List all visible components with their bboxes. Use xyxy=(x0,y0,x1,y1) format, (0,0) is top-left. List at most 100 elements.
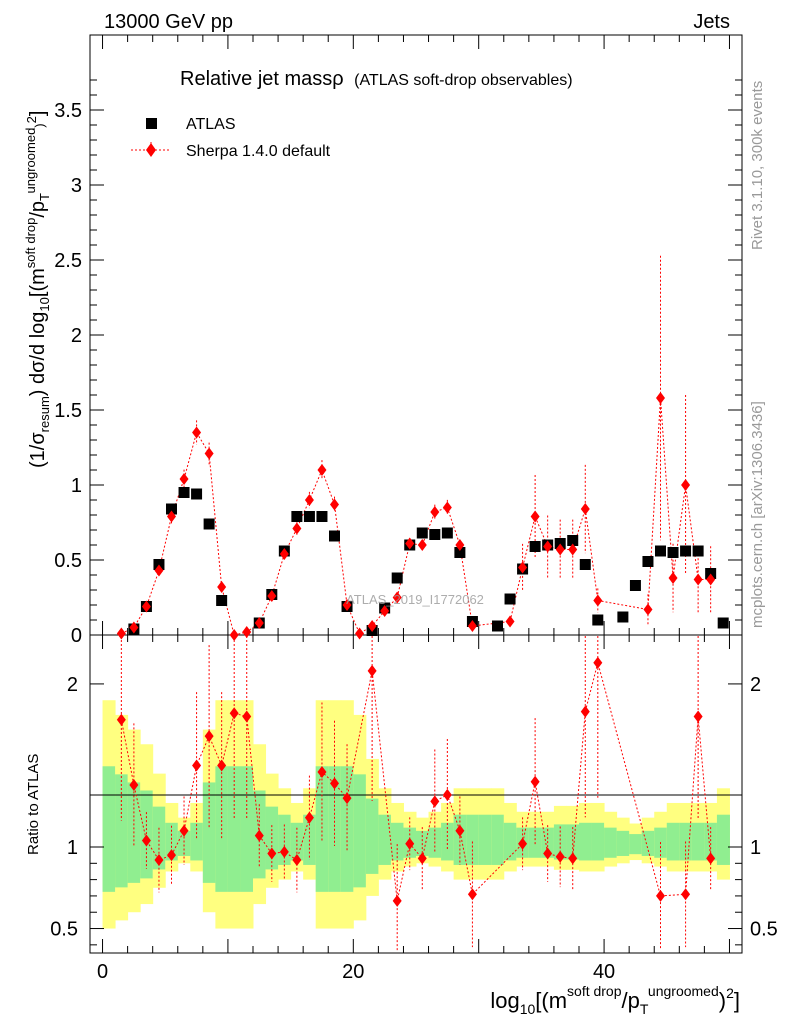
ratio-point xyxy=(417,852,427,865)
mc-point xyxy=(292,522,302,535)
mc-point xyxy=(392,591,402,604)
mc-point xyxy=(467,620,477,632)
watermark: ATLAS_2019_I1772062 xyxy=(346,592,484,607)
legend-mc-marker xyxy=(146,143,156,157)
legend-mc-label: Sherpa 1.4.0 default xyxy=(186,143,331,160)
ratio-y-axis-title: Ratio to ATLAS xyxy=(25,754,42,855)
legend-atlas-marker xyxy=(146,118,157,129)
mc-point xyxy=(656,392,665,404)
atlas-point xyxy=(504,593,516,605)
green-band-bin xyxy=(315,766,329,892)
ratio-point xyxy=(192,759,202,772)
green-band-bin xyxy=(365,798,379,874)
mc-point xyxy=(643,603,653,616)
plot-subtitle: (ATLAS soft-drop observables) xyxy=(354,72,572,89)
atlas-point xyxy=(416,527,428,539)
green-band-bin xyxy=(390,822,404,861)
green-band-bin xyxy=(616,830,630,856)
atlas-point xyxy=(492,620,503,632)
ratio-point xyxy=(267,847,277,860)
x-tick-label: 0 xyxy=(97,961,108,983)
green-band-bin xyxy=(202,782,216,883)
atlas-point xyxy=(166,503,177,515)
mc-point xyxy=(129,621,139,634)
atlas-point xyxy=(391,572,403,584)
green-band-bin xyxy=(227,766,241,892)
atlas-point xyxy=(529,541,541,552)
mc-point xyxy=(367,620,377,632)
mc-point xyxy=(543,540,553,553)
green-band-bin xyxy=(152,806,166,870)
mc-point xyxy=(380,605,390,617)
ratio-y-tick-label: 2 xyxy=(67,674,78,696)
green-band-bin xyxy=(579,822,593,861)
atlas-point xyxy=(441,527,453,539)
ratio-y-tick-label-right: 1 xyxy=(750,837,761,859)
ratio-point xyxy=(442,788,452,801)
mc-point xyxy=(518,561,528,574)
green-band-bin xyxy=(240,766,254,892)
atlas-point xyxy=(429,529,441,540)
plot-title: Relative jet massρ (ATLAS soft-drop obse… xyxy=(180,68,573,90)
mc-point xyxy=(693,573,703,586)
mc-point xyxy=(304,494,314,506)
ratio-point xyxy=(254,829,264,842)
mc-point xyxy=(442,501,452,514)
mc-point xyxy=(430,506,440,518)
mc-point xyxy=(167,510,176,523)
atlas-point xyxy=(579,559,591,570)
green-band-bin xyxy=(553,824,567,860)
atlas-point xyxy=(717,617,729,629)
ratio-points xyxy=(116,656,716,907)
green-band-bin xyxy=(503,822,517,861)
atlas-point xyxy=(178,487,190,498)
ratio-y-tick-label: 1 xyxy=(67,837,78,859)
green-band-bin xyxy=(704,822,718,861)
atlas-point xyxy=(316,511,328,522)
green-band-bin xyxy=(478,814,492,865)
atlas-point xyxy=(680,545,692,557)
green-band-bin xyxy=(466,814,480,865)
atlas-point xyxy=(617,611,629,623)
mc-error-bars xyxy=(120,255,712,635)
rivet-version: Rivet 3.1.10, 300k events xyxy=(749,81,766,250)
ratio-point xyxy=(229,707,239,720)
green-band-bin xyxy=(591,822,605,861)
ratio-point xyxy=(317,765,327,778)
header-right: Jets xyxy=(693,11,730,33)
y-tick-label: 1.5 xyxy=(54,400,82,422)
ratio-point xyxy=(279,845,289,858)
mc-point xyxy=(593,594,603,607)
ratio-point xyxy=(706,852,716,865)
uncertainty-bands xyxy=(102,700,730,929)
mc-point xyxy=(455,539,465,551)
y-tick-label: 2.5 xyxy=(54,250,82,272)
atlas-point xyxy=(667,547,679,558)
y-tick-label: 1 xyxy=(71,475,82,497)
ratio-point xyxy=(242,710,252,723)
green-band-bin xyxy=(441,822,455,861)
ratio-point xyxy=(217,759,227,772)
atlas-point xyxy=(642,556,654,567)
mc-point xyxy=(317,464,327,476)
ratio-point xyxy=(292,854,302,867)
y-tick-label: 0.5 xyxy=(54,550,82,572)
mc-point xyxy=(279,548,289,560)
ratio-point xyxy=(593,656,603,669)
green-band-bin xyxy=(453,814,467,865)
ratio-point xyxy=(141,834,151,847)
mc-point xyxy=(555,543,565,556)
ratio-point xyxy=(179,824,189,837)
green-band-bin xyxy=(378,814,392,865)
x-tick-label: 20 xyxy=(342,961,364,983)
mc-points xyxy=(116,392,716,641)
atlas-point xyxy=(454,547,466,558)
ratio-point xyxy=(518,837,528,850)
mc-point xyxy=(254,617,264,629)
ratio-point xyxy=(367,664,377,677)
atlas-point xyxy=(592,614,604,626)
green-band-bin xyxy=(716,814,730,865)
green-band-bin xyxy=(629,834,643,855)
ratio-point xyxy=(405,837,415,850)
